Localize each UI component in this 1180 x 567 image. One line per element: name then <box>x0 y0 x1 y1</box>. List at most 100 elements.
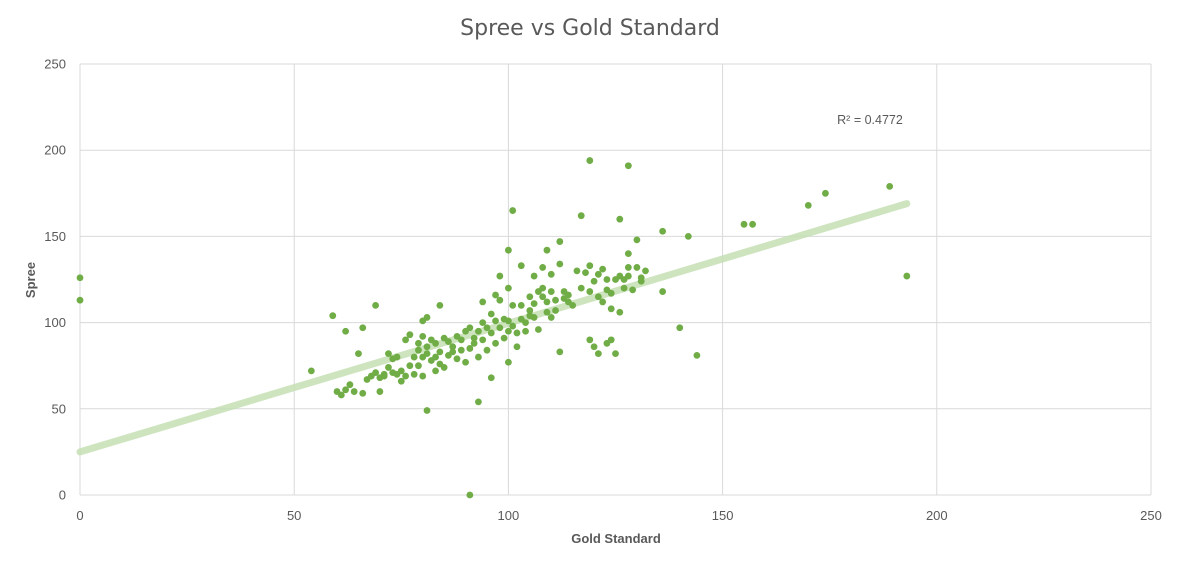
data-point <box>376 388 384 395</box>
data-point <box>449 348 457 356</box>
data-point <box>402 336 409 344</box>
data-point <box>483 346 491 354</box>
data-point <box>496 296 504 304</box>
data-point <box>436 301 444 309</box>
data-point <box>475 398 482 406</box>
data-point <box>547 314 555 321</box>
data-point <box>693 351 701 359</box>
data-point <box>359 389 367 397</box>
x-axis-ticks: 0 50 100 150 200 250 <box>76 508 1161 523</box>
data-point <box>616 215 624 223</box>
data-point <box>492 317 499 325</box>
y-tick-label: 150 <box>44 229 66 244</box>
data-point <box>564 291 572 299</box>
data-point <box>397 367 405 375</box>
y-axis-label: Spree <box>23 262 38 298</box>
data-point <box>479 336 487 344</box>
data-point <box>552 307 559 314</box>
data-point <box>505 246 512 254</box>
data-point <box>586 157 594 164</box>
y-tick-label: 0 <box>59 488 66 503</box>
data-point <box>76 296 84 304</box>
data-point <box>586 262 594 270</box>
data-point <box>457 346 465 354</box>
data-point <box>530 272 538 280</box>
data-point <box>380 372 388 380</box>
x-tick-label: 250 <box>1140 508 1162 523</box>
data-point <box>633 264 641 271</box>
y-tick-label: 250 <box>44 57 66 72</box>
data-point <box>440 364 448 371</box>
data-point <box>586 336 594 344</box>
grid-lines <box>79 63 1152 496</box>
data-point <box>466 491 474 499</box>
trendline <box>76 200 911 456</box>
data-point <box>749 220 756 228</box>
data-point <box>397 377 405 385</box>
data-point <box>582 269 589 277</box>
data-point <box>577 212 585 220</box>
data-point <box>552 296 559 304</box>
data-point <box>419 372 427 380</box>
data-point <box>346 381 354 389</box>
data-point <box>337 391 345 399</box>
data-point <box>475 327 482 335</box>
data-point <box>479 298 487 306</box>
data-point <box>556 348 564 356</box>
data-point <box>603 276 611 283</box>
data-point <box>449 343 457 351</box>
data-point <box>599 298 607 306</box>
data-point <box>329 312 337 320</box>
data-point <box>372 301 379 309</box>
data-points <box>76 157 911 499</box>
data-point <box>457 336 465 344</box>
data-point <box>445 338 452 345</box>
data-point <box>307 367 315 375</box>
data-point <box>487 310 495 318</box>
data-point <box>607 336 615 344</box>
data-point <box>432 353 439 361</box>
data-point <box>462 358 469 366</box>
data-point <box>342 327 350 335</box>
data-point <box>903 272 911 280</box>
data-point <box>372 369 379 376</box>
data-point <box>505 358 512 366</box>
data-point <box>470 334 478 342</box>
data-point <box>607 305 615 313</box>
data-point <box>547 270 555 278</box>
data-point <box>492 339 499 347</box>
data-point <box>415 346 422 354</box>
data-point <box>432 367 439 375</box>
data-point <box>419 332 427 340</box>
chart-title: Spree vs Gold Standard <box>460 16 720 41</box>
data-point <box>624 250 632 258</box>
data-point <box>522 327 529 335</box>
x-axis-label: Gold Standard <box>571 531 661 546</box>
data-point <box>402 372 409 380</box>
data-point <box>509 207 517 214</box>
data-point <box>633 236 641 244</box>
x-tick-label: 100 <box>498 508 520 523</box>
x-tick-label: 200 <box>926 508 948 523</box>
data-point <box>547 288 555 295</box>
data-point <box>500 334 508 342</box>
data-point <box>620 284 628 292</box>
data-point <box>526 293 534 301</box>
data-point <box>496 324 504 332</box>
data-point <box>594 293 602 301</box>
data-point <box>577 284 585 292</box>
data-point <box>496 272 504 280</box>
data-point <box>659 227 667 235</box>
data-point <box>436 348 444 356</box>
data-point <box>410 353 418 361</box>
data-point <box>393 353 401 361</box>
data-point <box>505 327 512 335</box>
data-point <box>607 289 615 297</box>
data-point <box>453 355 461 363</box>
data-point <box>359 324 367 332</box>
data-point <box>517 262 525 270</box>
data-point <box>385 364 392 371</box>
data-point <box>509 301 517 309</box>
x-tick-label: 150 <box>712 508 734 523</box>
